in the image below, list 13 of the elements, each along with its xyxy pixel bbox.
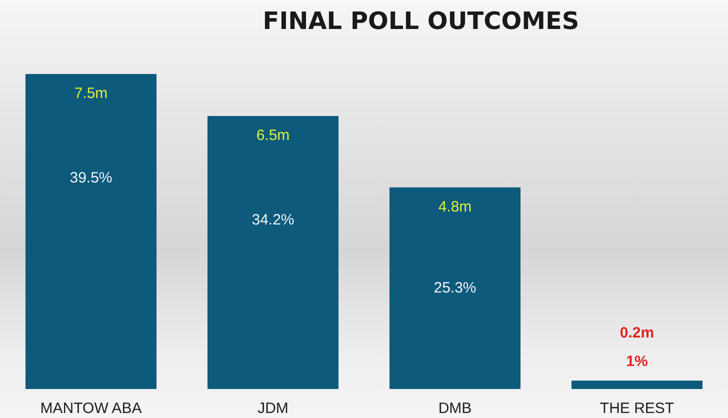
annotation: 39.5% xyxy=(70,170,112,186)
x-tick-label: DMB xyxy=(438,400,472,417)
x-tick-label: MANTOW ABA xyxy=(40,400,142,417)
annotation: 1% xyxy=(626,353,648,370)
data-label: 6.5m xyxy=(256,127,290,144)
annotation: 34.2% xyxy=(252,212,294,228)
data-label: 7.5m xyxy=(74,85,108,102)
chart-title: FINAL POLL OUTCOMES xyxy=(262,7,580,35)
data-label: 0.2m xyxy=(620,324,654,342)
x-tick-label: THE REST xyxy=(600,400,674,417)
data-label: 4.8m xyxy=(438,198,472,216)
annotation: 25.3% xyxy=(434,280,476,297)
x-tick-label: JDM xyxy=(258,400,288,417)
